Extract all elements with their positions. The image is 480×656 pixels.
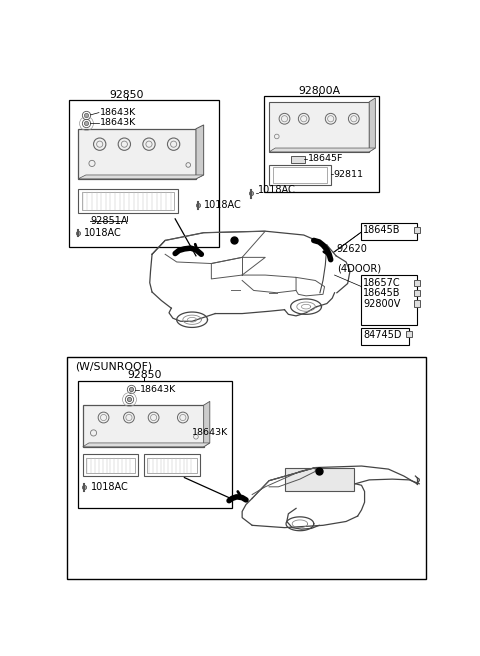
Bar	[361, 224, 417, 240]
Bar	[361, 275, 417, 325]
Text: 92620: 92620	[337, 244, 368, 254]
Text: 92851A: 92851A	[90, 216, 128, 226]
Bar	[67, 358, 426, 579]
Polygon shape	[269, 102, 369, 152]
Text: 1018AC: 1018AC	[90, 482, 128, 492]
Text: 1018AC: 1018AC	[204, 200, 241, 210]
Text: 92850: 92850	[109, 90, 144, 100]
Text: (W/SUNROOF): (W/SUNROOF)	[75, 361, 152, 372]
Polygon shape	[369, 98, 375, 152]
Text: (4DOOR): (4DOOR)	[337, 263, 381, 273]
Polygon shape	[204, 401, 210, 447]
Bar	[78, 380, 232, 508]
Text: 18643K: 18643K	[192, 428, 228, 438]
Polygon shape	[196, 125, 204, 179]
Text: 92800V: 92800V	[363, 298, 400, 308]
Bar	[361, 328, 409, 345]
Text: 18643K: 18643K	[100, 108, 136, 117]
Text: 92811: 92811	[334, 170, 364, 178]
Bar	[291, 155, 304, 163]
Bar	[406, 331, 412, 337]
Text: 18643K: 18643K	[100, 118, 136, 127]
Text: 18643K: 18643K	[140, 385, 176, 394]
Bar	[414, 226, 420, 233]
Polygon shape	[83, 405, 204, 447]
Text: 18657C: 18657C	[363, 277, 401, 288]
Bar	[147, 458, 197, 473]
Bar	[264, 96, 379, 192]
Polygon shape	[83, 443, 210, 447]
Text: 84745D: 84745D	[363, 330, 402, 340]
Polygon shape	[78, 129, 196, 179]
Text: 1018AC: 1018AC	[258, 186, 295, 195]
Bar	[86, 458, 135, 473]
Text: 92800A: 92800A	[298, 86, 340, 96]
Text: 18645B: 18645B	[363, 226, 400, 236]
Bar	[82, 192, 174, 211]
Bar	[414, 300, 420, 306]
Polygon shape	[269, 148, 375, 152]
Bar	[83, 455, 138, 476]
Bar	[414, 290, 420, 296]
Text: 1018AC: 1018AC	[84, 228, 122, 237]
Bar	[273, 167, 327, 182]
Bar	[414, 279, 420, 286]
Polygon shape	[78, 175, 204, 179]
Bar	[69, 100, 219, 247]
Text: 18645B: 18645B	[363, 288, 400, 298]
Text: 92850: 92850	[127, 370, 162, 380]
Bar	[269, 165, 331, 185]
Bar	[285, 468, 354, 491]
Bar	[78, 189, 178, 213]
Text: 18645F: 18645F	[308, 154, 343, 163]
Bar	[144, 455, 200, 476]
